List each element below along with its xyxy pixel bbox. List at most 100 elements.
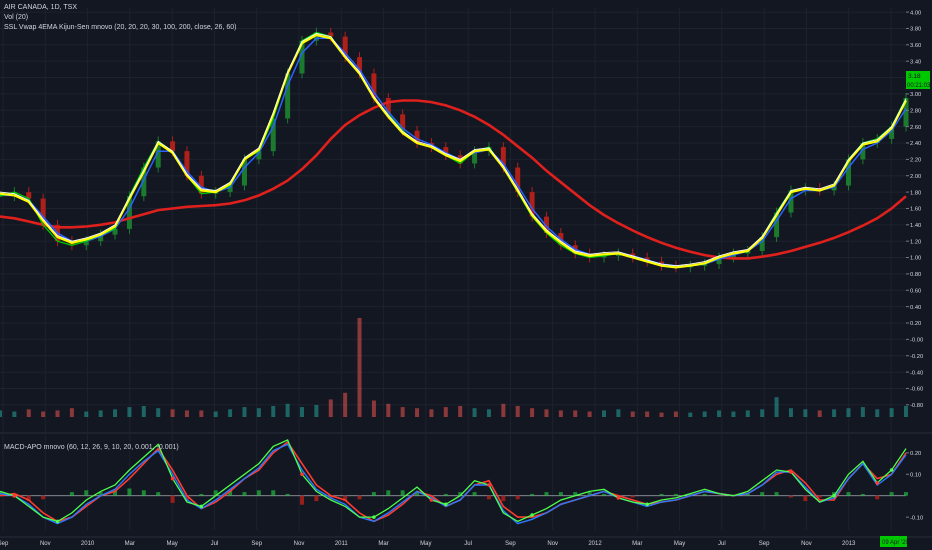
volume-bar — [41, 411, 46, 417]
candle-body — [385, 98, 391, 115]
volume-bar — [587, 411, 592, 417]
y-tick-label: 2.60 — [910, 125, 921, 131]
volume-bar — [343, 392, 348, 417]
candle-body — [241, 159, 247, 186]
macd-histogram-bar — [602, 493, 606, 496]
volume-bar — [530, 408, 535, 417]
macd-histogram-bar — [458, 492, 463, 496]
time-axis[interactable]: Sep Nov 2010 Mar May Jul Sep Nov 2011 Mar May Jul Se… — [0, 541, 896, 547]
macd-y-tick-label: 0.10 — [910, 472, 921, 478]
y-tick-label: 4.00 — [910, 10, 921, 16]
volume-bar — [458, 406, 463, 417]
candle-body — [285, 73, 291, 119]
volume-bar — [745, 410, 750, 417]
volume-bar — [673, 411, 678, 417]
volume-bar — [803, 409, 808, 417]
macd-y-tick-label: 0.20 — [910, 451, 921, 457]
macd-histogram-bar — [386, 490, 391, 496]
price-axis[interactable]: 4.003.803.603.403.203.002.802.602.402.20… — [906, 10, 923, 521]
candle-body — [299, 40, 305, 74]
candle-body — [184, 151, 190, 176]
price-lines — [0, 31, 907, 269]
volume-bar — [760, 409, 765, 417]
x-tick-label: Jul — [718, 541, 726, 547]
macd-histogram-bar — [343, 495, 348, 502]
candle-body — [170, 141, 176, 152]
volume-bar — [69, 408, 74, 417]
volume-bar — [429, 409, 434, 417]
volume-bar — [12, 411, 17, 417]
volume-bar — [141, 406, 146, 417]
y-tick-label: 2.00 — [910, 174, 921, 180]
candle-body — [26, 192, 32, 199]
price-badge: 3.18 — [908, 73, 921, 80]
x-tick-label: May — [166, 541, 177, 547]
macd-green-line — [0, 439, 907, 523]
macd-histogram-bar — [41, 495, 46, 500]
macd-histogram-bar — [774, 492, 779, 496]
volume-bar — [472, 408, 477, 417]
volume-bar — [817, 410, 822, 417]
y-tick-label: -0.40 — [910, 370, 923, 376]
macd-cross-dot — [530, 513, 534, 517]
volume-bar — [860, 407, 865, 417]
macd-cross-dot — [645, 502, 649, 507]
candle-body — [371, 73, 377, 98]
candle-body — [126, 196, 132, 229]
macd-cross-dot — [372, 515, 376, 519]
macd-histogram-bar — [659, 493, 664, 496]
volume-bar — [184, 410, 189, 417]
volume-bar — [228, 409, 233, 417]
macd-cross-dot — [616, 496, 621, 500]
macd-histogram-bar — [630, 495, 635, 498]
volume-bar — [645, 411, 650, 417]
macd-histogram-bar — [69, 492, 74, 496]
volume-bar — [314, 404, 319, 417]
macd-histogram-bar — [875, 495, 880, 500]
macd-histogram-bar — [26, 495, 31, 502]
macd-pane — [0, 439, 908, 525]
macd-legend[interactable]: MACD-APO mnovo (60, 12, 26, 9, 10, 20, 0… — [4, 444, 179, 451]
x-tick-label: Nov — [294, 541, 305, 547]
y-tick-label: 1.00 — [910, 256, 921, 262]
volume-bar — [875, 409, 880, 417]
date-badge: 09 Apr '20 — [882, 540, 909, 546]
indicator-legend[interactable]: SSL Vwap 4EMA Kijun-Sen mnovo (20, 20, 2… — [4, 24, 237, 31]
macd-cross-dot — [444, 502, 448, 507]
macd-cross-dot — [487, 483, 491, 487]
candle-body — [472, 151, 478, 164]
volume-bar — [544, 409, 549, 417]
macd-histogram-bar — [904, 492, 908, 496]
candle-body — [414, 130, 420, 143]
macd-histogram-bar — [558, 492, 563, 496]
y-tick-label: 2.40 — [910, 141, 921, 147]
macd-histogram-bar — [213, 490, 218, 496]
x-tick-label: Jul — [464, 541, 472, 547]
volume-bar — [285, 403, 290, 417]
volume-legend[interactable]: Vol (20) — [4, 14, 29, 21]
macd-histogram-bar — [860, 493, 865, 496]
candle-body — [500, 147, 506, 168]
volume-bar — [386, 403, 391, 417]
candle-body — [141, 167, 147, 197]
candle-body — [83, 241, 89, 246]
macd-histogram-bar — [199, 493, 204, 496]
macd-histogram-bar — [515, 495, 520, 500]
candle-body — [98, 234, 104, 242]
candle-body — [227, 185, 233, 193]
volume-bar — [659, 412, 664, 417]
macd-histogram-bar — [573, 492, 578, 496]
volume-bar — [774, 397, 779, 417]
volume-bar — [832, 409, 837, 417]
macd-histogram-bar — [400, 490, 405, 496]
macd-cross-dot — [832, 493, 836, 498]
macd-cross-dot — [889, 468, 894, 472]
candle-body — [702, 264, 708, 266]
volume-bar — [98, 410, 103, 417]
volume-bar — [113, 409, 118, 417]
symbol-title[interactable]: AIR CANADA, 1D, TSX — [4, 4, 78, 11]
candle-body — [40, 198, 46, 225]
macd-histogram-bar — [702, 493, 707, 496]
x-tick-label: Jul — [211, 541, 219, 547]
